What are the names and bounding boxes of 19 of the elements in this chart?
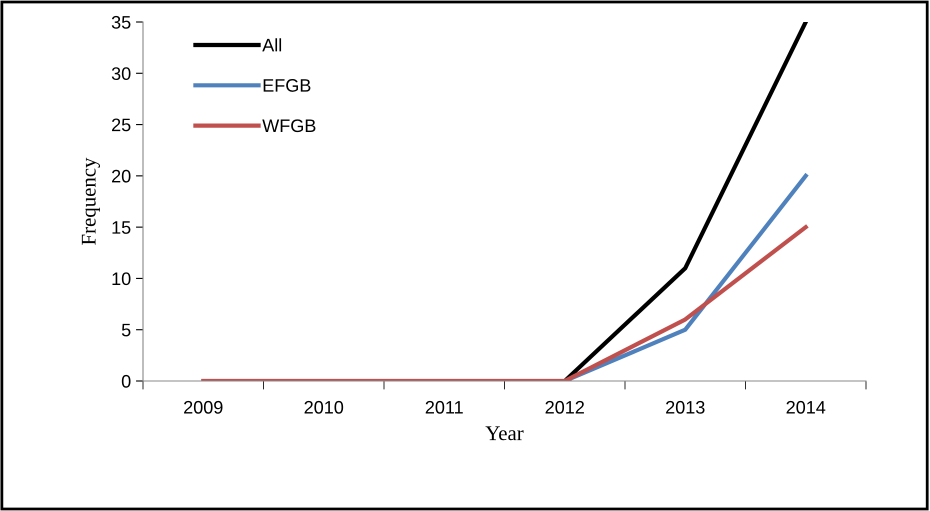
x-axis-title: Year xyxy=(486,426,524,440)
x-tick-label: 2009 xyxy=(184,400,222,414)
y-tick-label: 20 xyxy=(112,170,130,183)
y-tick-label: 5 xyxy=(122,324,130,336)
y-tick-label: 10 xyxy=(112,272,130,286)
y-tick-label: 35 xyxy=(112,16,130,29)
x-tick-label: 2010 xyxy=(304,400,344,414)
y-axis-title: Frequency xyxy=(82,158,100,245)
legend-label: EFGB xyxy=(264,79,310,92)
y-tick-label: 15 xyxy=(112,221,130,234)
y-tick-label: 0 xyxy=(122,374,130,388)
y-tick-label: 30 xyxy=(112,67,130,80)
y-tick-label: 25 xyxy=(112,118,130,132)
x-tick-label: 2014 xyxy=(786,400,826,414)
x-tick-label: 2012 xyxy=(546,400,584,414)
legend-label: WFGB xyxy=(262,119,316,132)
x-tick-label: 2011 xyxy=(426,400,463,414)
x-tick-label: 2013 xyxy=(666,400,705,414)
legend-label: All xyxy=(262,38,282,52)
